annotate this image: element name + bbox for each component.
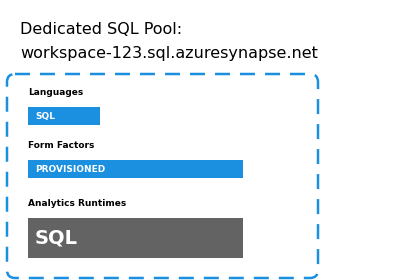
Text: PROVISIONED: PROVISIONED <box>35 165 105 174</box>
Bar <box>28 218 243 258</box>
Bar <box>28 160 243 178</box>
Text: SQL: SQL <box>35 228 78 248</box>
Text: SQL: SQL <box>35 111 55 120</box>
Text: Languages: Languages <box>28 88 83 97</box>
Text: Form Factors: Form Factors <box>28 141 94 150</box>
Text: Analytics Runtimes: Analytics Runtimes <box>28 199 126 208</box>
Bar <box>28 107 100 125</box>
Text: Dedicated SQL Pool:: Dedicated SQL Pool: <box>20 22 182 37</box>
Text: workspace-123.sql.azuresynapse.net: workspace-123.sql.azuresynapse.net <box>20 46 318 61</box>
